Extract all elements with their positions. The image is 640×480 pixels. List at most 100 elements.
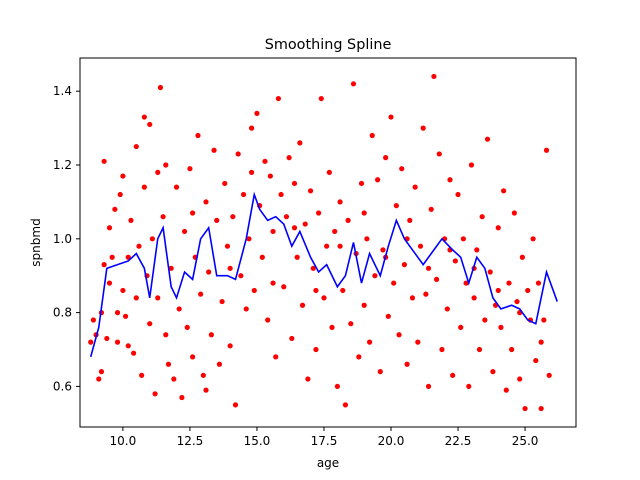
chart-title: Smoothing Spline: [265, 37, 392, 53]
scatter-point: [90, 317, 97, 323]
scatter-points: [88, 73, 552, 412]
scatter-point: [340, 287, 346, 294]
scatter-point: [219, 298, 225, 305]
scatter-point: [125, 254, 131, 260]
scatter-point: [120, 287, 126, 294]
scatter-point: [358, 180, 365, 187]
scatter-point: [283, 214, 290, 220]
scatter-point: [299, 302, 306, 308]
scatter-point: [372, 273, 378, 279]
scatter-point: [543, 147, 550, 153]
scatter-point: [216, 361, 223, 367]
scatter-point: [203, 199, 209, 205]
scatter-point: [361, 302, 367, 308]
scatter-point: [380, 247, 386, 253]
y-tick-label: 0.6: [53, 379, 72, 393]
scatter-point: [337, 243, 343, 249]
scatter-point: [302, 221, 308, 227]
scatter-point: [487, 269, 493, 275]
scatter-point: [190, 210, 196, 216]
scatter-point: [206, 269, 212, 275]
scatter-point: [179, 394, 185, 401]
scatter-point: [329, 324, 335, 330]
scatter-point: [458, 324, 464, 330]
scatter-point: [141, 184, 147, 190]
scatter-point: [227, 343, 233, 349]
scatter-point: [149, 236, 155, 242]
y-tick-label: 0.8: [53, 306, 72, 320]
scatter-point: [117, 191, 123, 198]
scatter-point: [525, 287, 531, 294]
scatter-point: [246, 236, 252, 242]
scatter-point: [345, 217, 351, 223]
scatter-point: [383, 155, 389, 161]
y-tick-label: 1.0: [53, 232, 72, 246]
scatter-point: [436, 151, 442, 157]
scatter-point: [173, 184, 180, 190]
scatter-point: [214, 217, 220, 223]
scatter-point: [227, 265, 233, 271]
scatter-point: [190, 354, 196, 360]
scatter-point: [109, 254, 115, 260]
scatter-point: [495, 225, 501, 231]
scatter-point: [399, 166, 405, 172]
scatter-point: [522, 405, 528, 412]
scatter-point: [468, 162, 475, 168]
smoothing-spline-line: [89, 191, 558, 358]
scatter-point: [364, 236, 370, 242]
x-tick-label: 15.0: [244, 434, 271, 448]
scatter-point: [125, 343, 131, 349]
scatter-point: [546, 372, 552, 378]
scatter-point: [425, 265, 432, 271]
scatter-point: [447, 177, 453, 183]
scatter-point: [326, 169, 332, 175]
scatter-point: [342, 402, 349, 408]
scatter-point: [348, 321, 354, 327]
scatter-point: [307, 188, 314, 194]
scatter-point: [501, 188, 507, 194]
scatter-point: [514, 298, 520, 305]
scatter-point: [176, 306, 182, 312]
scatter-point: [375, 177, 381, 183]
scatter-point: [541, 317, 547, 323]
scatter-point: [273, 354, 279, 360]
scatter-point: [141, 114, 147, 120]
scatter-point: [479, 214, 485, 220]
scatter-point: [139, 372, 145, 378]
scatter-point: [305, 376, 311, 382]
scatter-point: [530, 236, 536, 242]
x-tick-label: 22.5: [445, 434, 472, 448]
x-axis-ticks: 10.0 12.5 15.0 17.5 20.0 22.5 25.0: [110, 427, 538, 448]
scatter-point: [291, 225, 298, 231]
scatter-point: [350, 81, 357, 87]
scatter-point: [423, 291, 429, 297]
scatter-point: [265, 317, 271, 323]
scatter-point: [316, 210, 322, 216]
scatter-point: [232, 402, 239, 408]
scatter-point: [238, 273, 244, 279]
scatter-point: [136, 243, 142, 249]
scatter-point: [168, 265, 174, 271]
scatter-point: [291, 180, 298, 187]
scatter-point: [208, 332, 214, 338]
x-tick-label: 10.0: [110, 434, 137, 448]
scatter-point: [356, 354, 362, 360]
axes-frame: [79, 57, 577, 428]
scatter-point: [203, 387, 209, 393]
scatter-point: [155, 295, 161, 301]
scatter-point: [519, 254, 525, 260]
scatter-point: [517, 376, 523, 382]
scatter-point: [289, 335, 295, 342]
scatter-point: [361, 210, 367, 216]
scatter-point: [106, 280, 113, 286]
scatter-point: [412, 184, 418, 190]
scatter-point: [267, 173, 273, 179]
scatter-point: [428, 206, 434, 212]
scatter-point: [181, 228, 188, 235]
scatter-point: [417, 243, 424, 249]
scatter-point: [133, 143, 139, 150]
scatter-point: [163, 332, 169, 338]
y-axis-ticks: 0.6 0.8 1.0 1.2 1.4: [53, 84, 80, 393]
x-tick-label: 12.5: [177, 434, 204, 448]
scatter-point: [294, 254, 300, 260]
